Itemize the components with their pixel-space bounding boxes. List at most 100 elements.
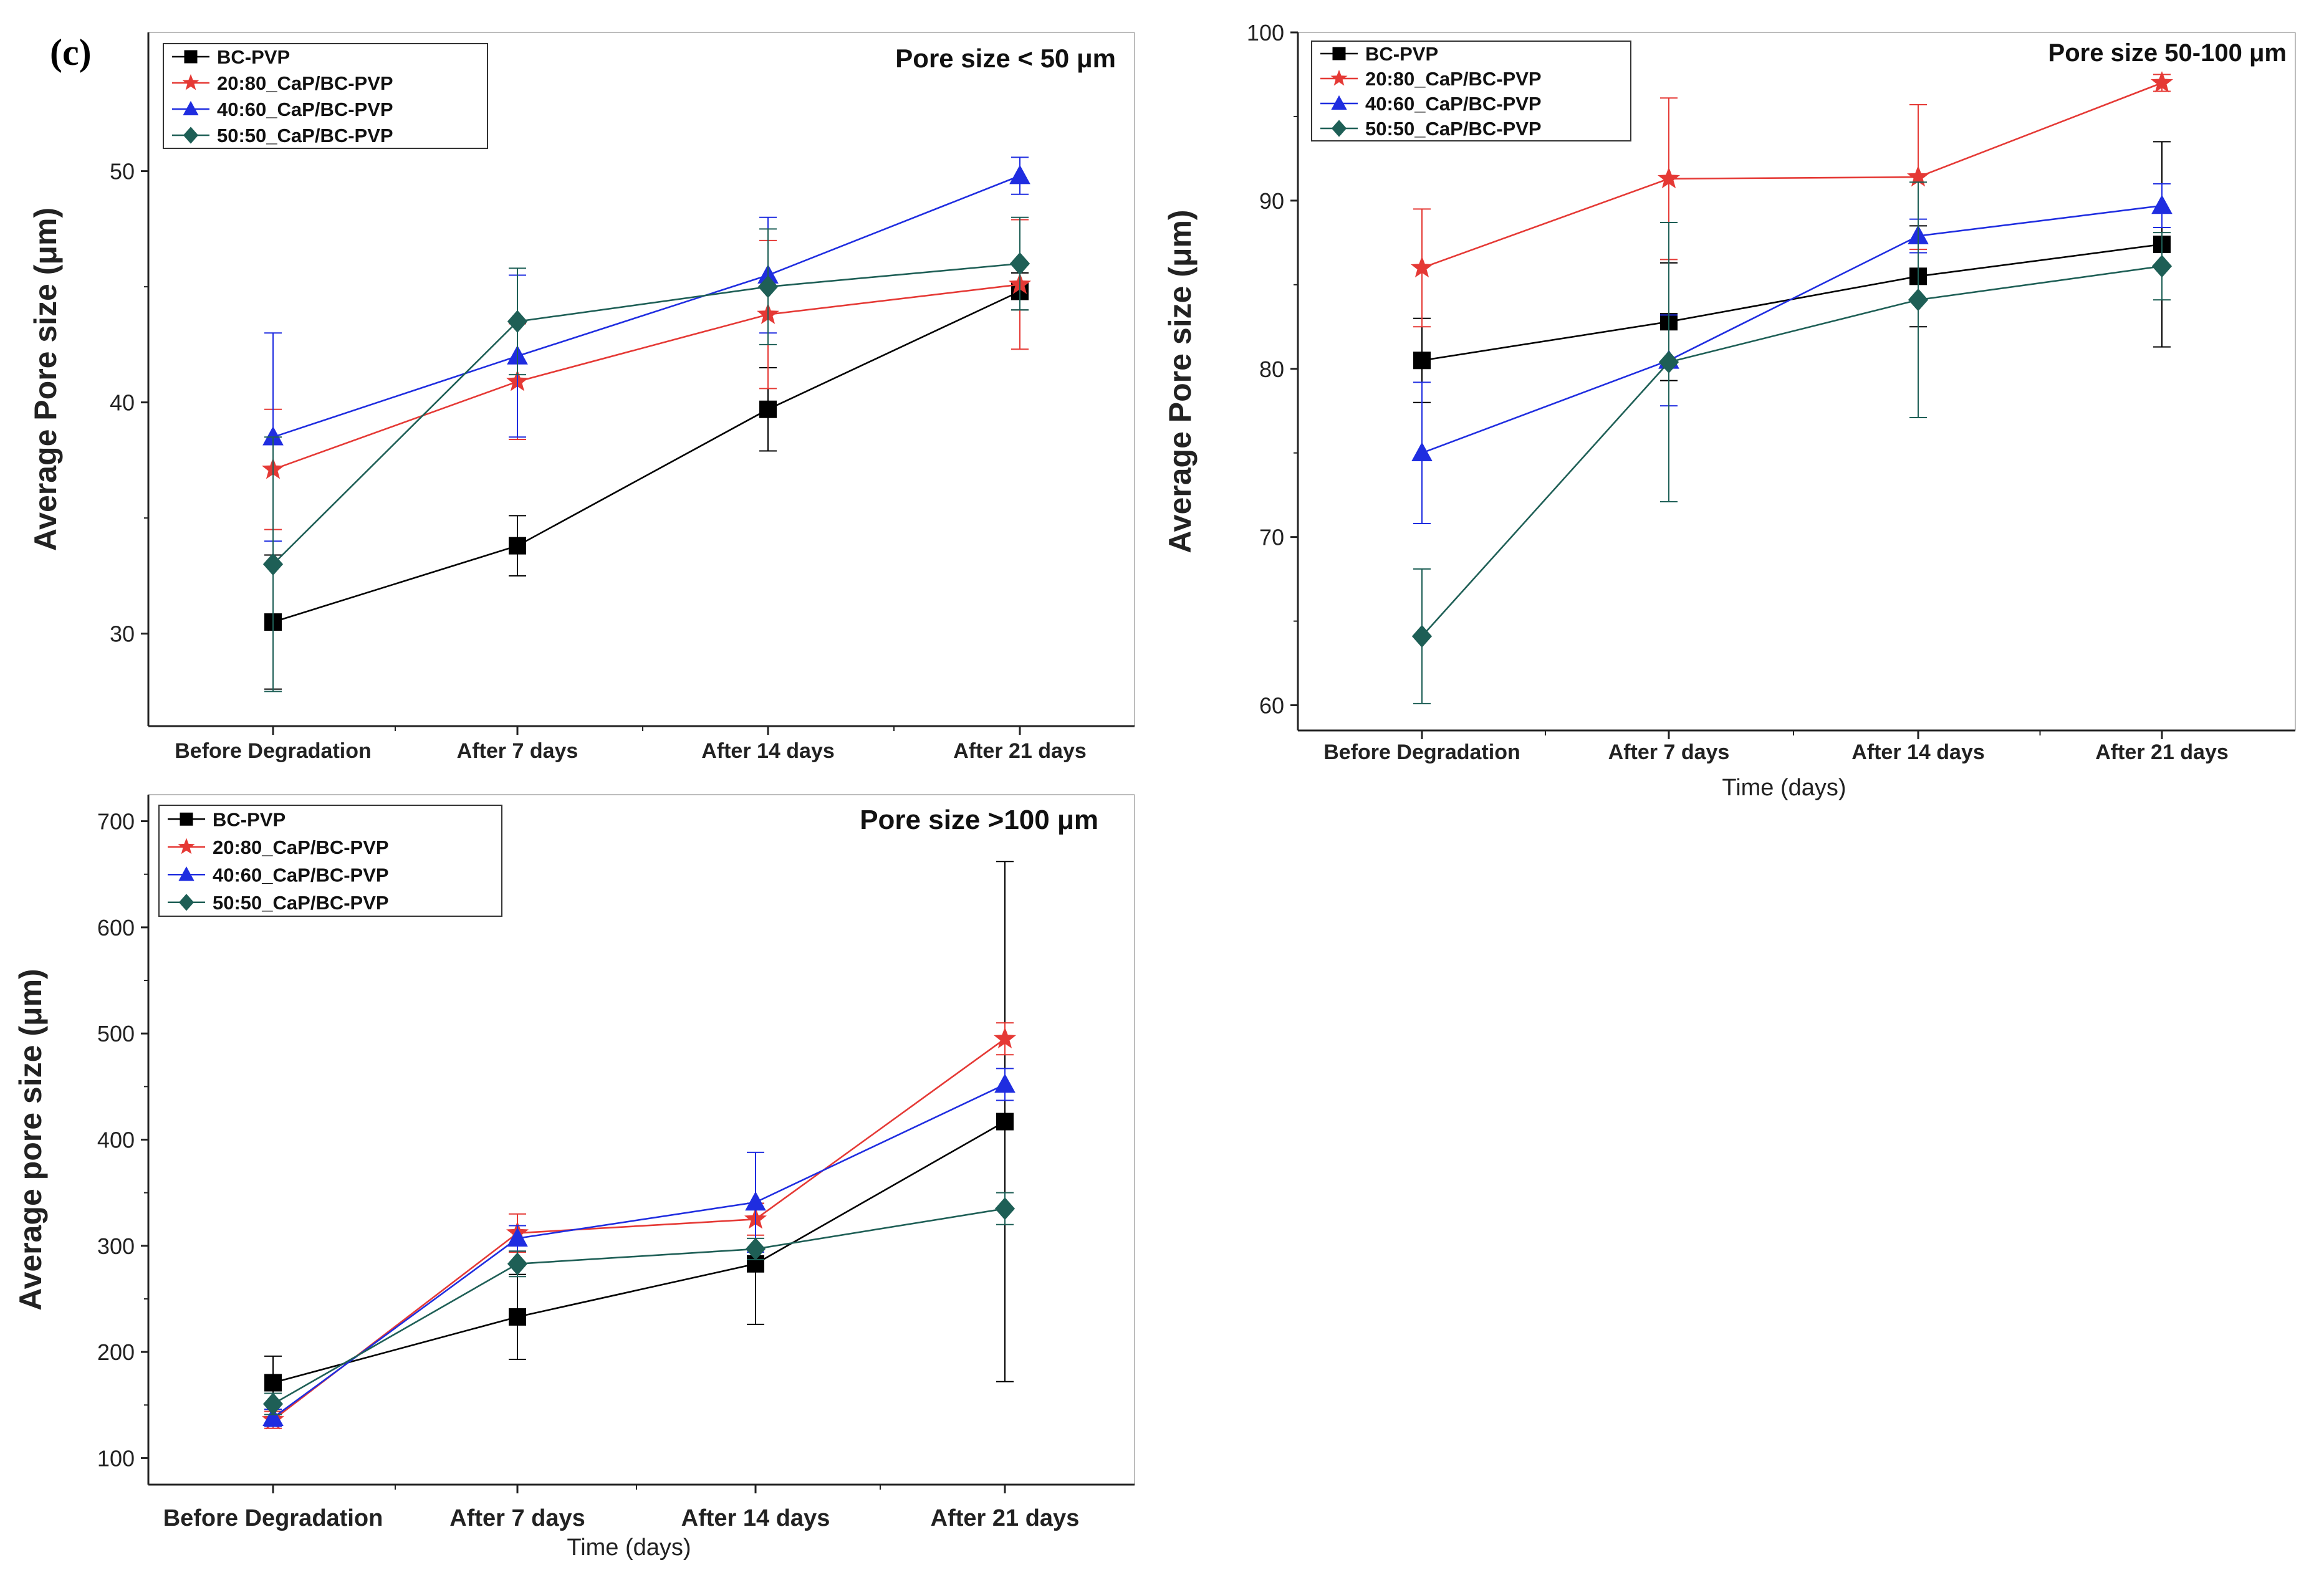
data-point [507, 1227, 528, 1247]
series-40:60_CaP/BC-PVP [1411, 183, 2173, 525]
data-point [2151, 71, 2173, 93]
series-40:60_CaP/BC-PVP [262, 156, 1030, 542]
x-tick-label: After 21 days [2095, 740, 2229, 764]
data-point [509, 1308, 526, 1326]
x-tick-label: After 21 days [931, 1505, 1080, 1531]
chart-3: 100 200 300 400 500 600 700 Before Degradation A… [13, 794, 1135, 1561]
data-point [2151, 194, 2173, 214]
y-tick-label: 30 [110, 621, 135, 647]
chart-title: Pore size < 50 μm [895, 44, 1116, 73]
legend-marker [178, 894, 194, 911]
y-tick-label: 700 [97, 809, 135, 835]
y-axis-label: Average pore size (μm) [13, 969, 48, 1310]
series-line [272, 1207, 1006, 1405]
data-point [1658, 350, 1679, 374]
data-point [994, 1073, 1016, 1093]
legend: BC-PVP 20:80_CaP/BC-PVP 40:60_CaP/BC-PVP 50… [158, 805, 502, 917]
y-tick-label: 600 [97, 915, 135, 941]
legend-label: 20:80_CaP/BC-PVP [217, 72, 393, 94]
data-point [1009, 252, 1030, 275]
y-axis-label: Average Pore size (μm) [1163, 209, 1198, 553]
series-line [1421, 243, 2163, 361]
x-tick-label: After 14 days [681, 1505, 830, 1531]
y-tick-label: 40 [110, 390, 135, 416]
x-tick-label: After 14 days [701, 739, 835, 763]
x-tick-label: After 7 days [457, 739, 579, 763]
series-line [272, 1038, 1006, 1421]
series-line [272, 1083, 1006, 1419]
y-tick-label: 80 [1259, 357, 1284, 382]
x-tick-label: After 21 days [953, 739, 1087, 763]
legend-label: 40:60_CaP/BC-PVP [213, 864, 389, 886]
data-point [264, 1374, 282, 1392]
data-point [994, 1027, 1016, 1048]
legend-label: 50:50_CaP/BC-PVP [1365, 118, 1542, 140]
data-point [994, 1197, 1016, 1220]
legend: BC-PVP 20:80_CaP/BC-PVP 40:60_CaP/BC-PVP 50… [1311, 41, 1631, 141]
y-tick-label: 100 [97, 1445, 135, 1471]
series-50:50_CaP/BC-PVP [1411, 181, 2173, 704]
x-tick-label: After 14 days [1851, 740, 1985, 764]
series-line [272, 175, 1020, 438]
x-tick-label: Before Degradation [1323, 740, 1520, 764]
legend: BC-PVP 20:80_CaP/BC-PVP 40:60_CaP/BC-PVP 50… [163, 43, 488, 149]
legend-marker [1331, 120, 1347, 137]
series-line [272, 284, 1020, 471]
legend-label: 40:60_CaP/BC-PVP [217, 98, 393, 120]
chart-2: 60 70 80 90 100 Before Degradation After 7 day… [1163, 20, 2296, 801]
legend-marker [178, 866, 194, 881]
y-tick-label: 50 [110, 159, 135, 184]
series-BC-PVP [264, 861, 1014, 1410]
chart-title: Pore size >100 μm [860, 805, 1098, 835]
chart-title: Pore size 50-100 μm [2048, 39, 2287, 67]
y-tick-label: 100 [1247, 20, 1284, 45]
data-point [2151, 254, 2173, 278]
data-point [759, 400, 777, 418]
y-tick-label: 60 [1259, 693, 1284, 719]
y-tick-label: 400 [97, 1127, 135, 1153]
series-line [1421, 265, 2163, 637]
data-point [1009, 165, 1030, 184]
series-20:80_CaP/BC-PVP [262, 1022, 1016, 1430]
legend-label: BC-PVP [213, 808, 286, 830]
data-point [1411, 256, 1433, 278]
legend-marker [1330, 69, 1348, 86]
legend-marker [183, 127, 199, 144]
legend-box [1311, 41, 1631, 141]
legend-marker [184, 50, 198, 64]
data-point [1658, 166, 1680, 189]
series-50:50_CaP/BC-PVP [262, 216, 1030, 692]
data-point [262, 1392, 284, 1415]
legend-box [163, 43, 488, 149]
data-point [745, 1191, 766, 1211]
data-point [1413, 352, 1431, 370]
chart-1: 30 40 50 Before Degradation After 7 days Afte… [28, 32, 1135, 763]
x-tick-label: Before Degradation [163, 1505, 383, 1531]
series-line [1421, 82, 2163, 269]
x-tick-label: After 7 days [1608, 740, 1730, 764]
legend-marker [1331, 95, 1347, 110]
series-line [272, 1121, 1006, 1384]
data-point [262, 1407, 284, 1427]
y-axis-label: Average Pore size (μm) [28, 208, 63, 551]
y-tick-label: 90 [1259, 188, 1284, 214]
data-point [745, 1237, 766, 1261]
legend-marker [178, 838, 195, 855]
data-point [1908, 288, 1929, 312]
series-BC-PVP [1413, 141, 2171, 403]
x-tick-label: After 7 days [449, 1505, 585, 1531]
legend-label: BC-PVP [1365, 43, 1438, 65]
legend-label: 20:80_CaP/BC-PVP [1365, 68, 1542, 90]
data-point [509, 537, 526, 555]
series-40:60_CaP/BC-PVP [262, 1068, 1016, 1427]
y-tick-label: 70 [1259, 525, 1284, 550]
x-tick-label: Before Degradation [175, 739, 372, 763]
data-point [1411, 625, 1433, 648]
series-line [272, 262, 1020, 565]
legend-label: 20:80_CaP/BC-PVP [213, 836, 389, 858]
y-tick-label: 300 [97, 1233, 135, 1259]
series-20:80_CaP/BC-PVP [262, 219, 1031, 530]
legend-marker [1332, 47, 1346, 60]
data-point [507, 310, 528, 333]
